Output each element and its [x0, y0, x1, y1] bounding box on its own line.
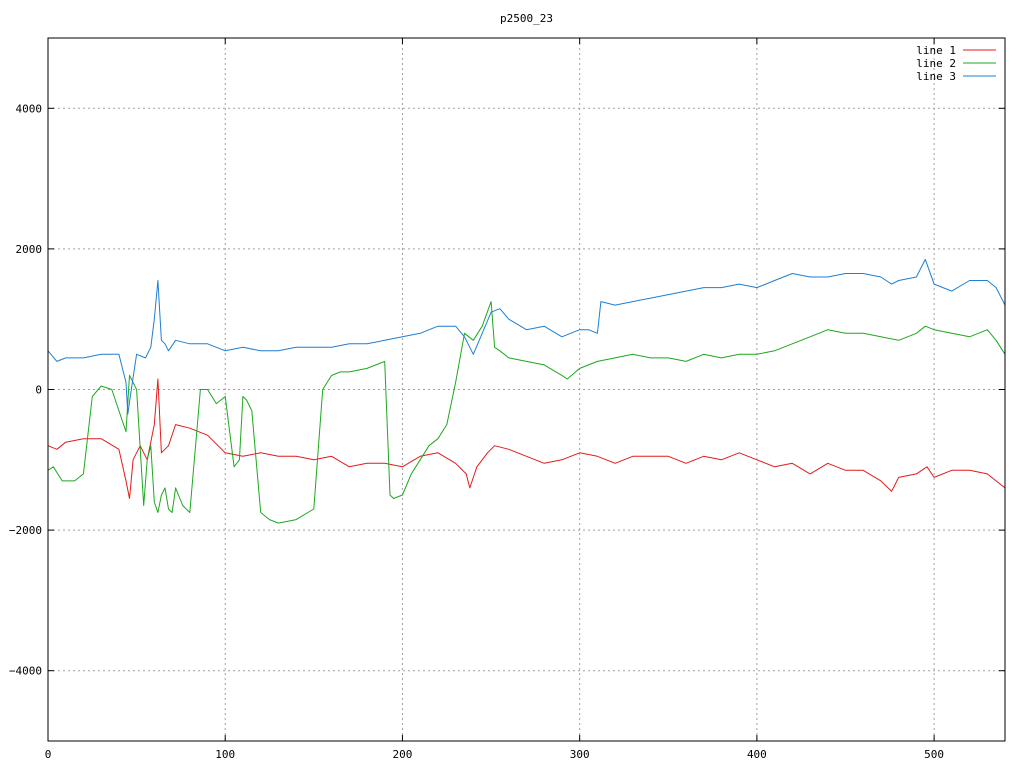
y-tick-label: 4000 [16, 102, 43, 115]
series-lines [47, 258, 1006, 524]
x-tick-label: 0 [45, 748, 52, 761]
y-tick-label: −4000 [9, 665, 42, 678]
legend-label: line 1 [916, 44, 956, 57]
y-tick-label: −2000 [9, 524, 42, 537]
y-tick-label: 2000 [16, 243, 43, 256]
x-tick-label: 400 [747, 748, 767, 761]
x-tick-label: 300 [570, 748, 590, 761]
axis-ticks: 0 100 200 300 400 500 −4000 −2000 0 2000 4000 [9, 38, 1005, 761]
legend-label: line 2 [916, 57, 956, 70]
series-line-3 [47, 258, 1006, 415]
series-line-2 [47, 301, 1006, 524]
grid-lines [48, 38, 1005, 741]
x-tick-label: 100 [215, 748, 235, 761]
series-line-1 [47, 378, 1006, 499]
chart-title: p2500_23 [500, 12, 553, 25]
x-tick-label: 500 [924, 748, 944, 761]
plot-frame [47, 37, 1006, 742]
x-tick-label: 200 [393, 748, 413, 761]
legend-label: line 3 [916, 70, 956, 83]
y-tick-label: 0 [35, 384, 42, 397]
